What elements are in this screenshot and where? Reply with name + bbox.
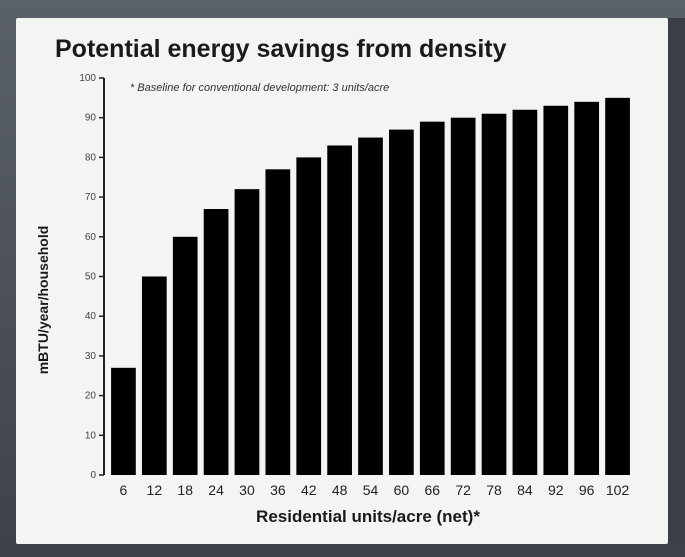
- x-tick-label: 60: [394, 482, 410, 498]
- chart-bars: [111, 97, 630, 476]
- chart-annotation: * Baseline for conventional development:…: [130, 82, 389, 94]
- y-tick-label: 0: [90, 470, 96, 481]
- bar-42: [296, 157, 322, 475]
- x-tick-label: 102: [606, 482, 630, 498]
- bar-54: [358, 137, 383, 476]
- bar-92: [543, 105, 569, 475]
- bar-30: [234, 189, 260, 475]
- bar-18: [172, 236, 198, 475]
- bar-48: [327, 145, 352, 476]
- bar-6: [111, 367, 136, 475]
- bar-102: [605, 97, 630, 475]
- bar-60: [389, 129, 414, 476]
- bar-36: [265, 169, 291, 475]
- y-tick-label: 20: [85, 391, 97, 402]
- y-tick-label: 100: [79, 73, 96, 84]
- x-tick-label: 66: [424, 482, 440, 498]
- y-axis-label: mBTU/year/household: [35, 226, 51, 375]
- bar-96: [574, 101, 600, 475]
- x-tick-label: 92: [548, 482, 564, 498]
- x-tick-label: 36: [270, 482, 286, 498]
- bar-78: [481, 113, 507, 475]
- x-tick-label: 18: [177, 482, 193, 498]
- x-tick-label: 24: [208, 482, 224, 498]
- x-tick-label: 30: [239, 482, 255, 498]
- y-tick-label: 30: [85, 351, 97, 362]
- bar-12: [141, 276, 167, 475]
- x-tick-label: 78: [486, 482, 502, 498]
- bar-72: [450, 117, 476, 475]
- adjacent-panel-edge: [668, 18, 685, 544]
- y-tick-label: 10: [85, 430, 97, 441]
- y-tick-label: 70: [85, 192, 97, 203]
- x-axis-label: Residential units/acre (net)*: [256, 507, 480, 526]
- x-tick-label: 12: [147, 482, 163, 498]
- x-tick-label: 42: [301, 482, 317, 498]
- y-tick-label: 80: [85, 152, 97, 163]
- y-tick-label: 40: [85, 311, 97, 322]
- chart-axes: [99, 77, 105, 476]
- x-tick-label: 72: [455, 482, 471, 498]
- x-tick-label: 96: [579, 482, 595, 498]
- chart-title: Potential energy savings from density: [55, 35, 507, 63]
- chart-tick-labels: 0 10 20 30 40 50 60 70 80 90 100 6 12 18 24 30 36 42 48 54 6…: [79, 73, 629, 498]
- y-tick-label: 90: [85, 113, 97, 124]
- bar-24: [203, 209, 229, 475]
- bar-84: [512, 109, 538, 475]
- x-tick-label: 48: [332, 482, 348, 498]
- y-tick-label: 50: [85, 272, 97, 283]
- bar-66: [419, 121, 445, 476]
- x-tick-label: 84: [517, 482, 533, 498]
- y-tick-label: 60: [85, 232, 97, 243]
- x-tick-label: 54: [363, 482, 379, 498]
- x-tick-label: 6: [120, 482, 128, 498]
